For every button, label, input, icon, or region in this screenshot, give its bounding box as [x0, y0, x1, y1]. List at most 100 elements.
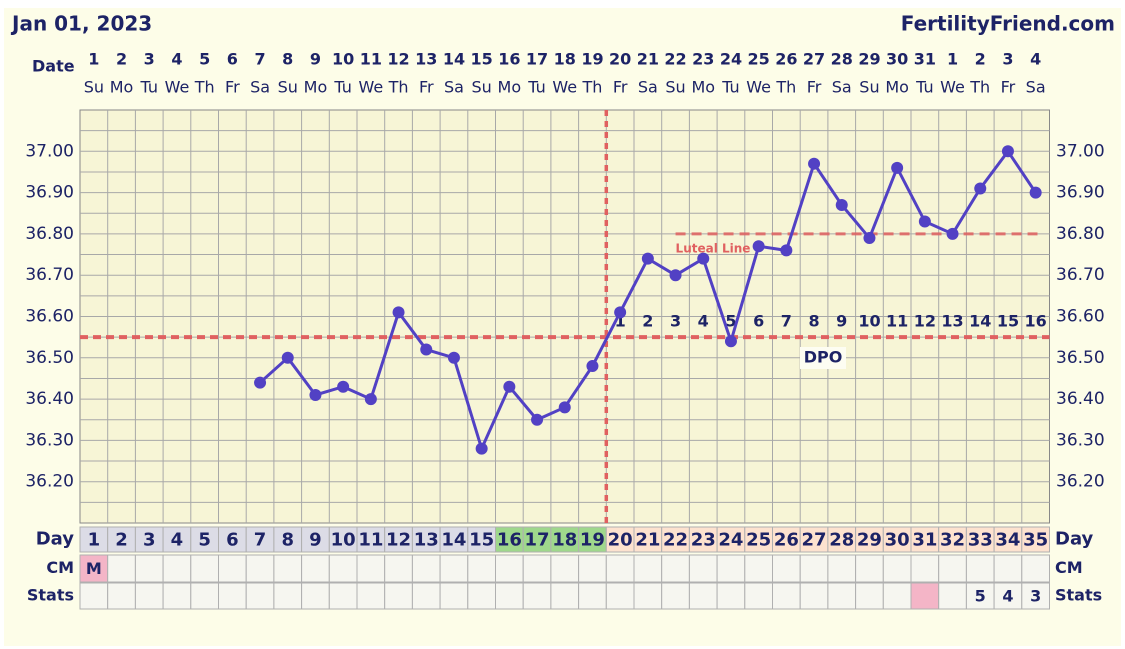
- row-label-right: CM: [1055, 558, 1083, 577]
- weekday-label: Fr: [419, 78, 434, 97]
- dpo-box: [800, 347, 846, 369]
- weekday-label: Su: [472, 78, 492, 97]
- day-cell: [439, 526, 469, 553]
- weekday-label: Tu: [527, 78, 545, 97]
- weekday-label: Su: [84, 78, 104, 97]
- day-value: 1: [88, 530, 101, 551]
- day-cell: [107, 526, 136, 553]
- temperature-point: [586, 360, 599, 373]
- weekday-label: Th: [388, 78, 409, 97]
- temperature-point: [863, 232, 876, 245]
- dpo-label: 16: [1025, 312, 1047, 331]
- temperature-point: [752, 240, 765, 253]
- date-label: 20: [609, 50, 631, 69]
- stats-cell: [772, 582, 801, 610]
- y-tick-label: 36.90: [25, 183, 74, 203]
- cm-cell: [162, 554, 192, 583]
- date-label: 8: [282, 50, 293, 69]
- dpo-label: 13: [941, 312, 963, 331]
- day-value: 26: [774, 530, 799, 551]
- day-cell: [467, 526, 496, 553]
- day-value: 25: [746, 530, 771, 551]
- weekday-label: Sa: [250, 78, 270, 97]
- cm-cell: [716, 554, 746, 583]
- day-cell: [384, 526, 413, 553]
- temperature-point: [475, 442, 488, 455]
- weekday-label: Th: [775, 78, 796, 97]
- y-tick-label-right: 36.40: [1056, 389, 1105, 409]
- y-tick-label: 36.30: [25, 430, 74, 450]
- date-label: 21: [637, 50, 659, 69]
- stats-cell: [716, 582, 746, 610]
- cm-cell: [467, 554, 496, 583]
- day-value: 21: [635, 530, 660, 551]
- date-label: 26: [775, 50, 797, 69]
- stats-cell: [522, 582, 552, 610]
- y-tick-label: 36.70: [25, 265, 74, 285]
- stats-cell: [855, 582, 884, 610]
- date-label: 15: [471, 50, 493, 69]
- day-cell: [910, 526, 940, 553]
- day-value: 9: [309, 530, 322, 551]
- temperature-point: [558, 401, 571, 414]
- date-label: 5: [199, 50, 210, 69]
- cm-cell: [744, 554, 773, 583]
- y-tick-label-right: 36.30: [1056, 430, 1105, 450]
- stats-cell: [661, 582, 690, 610]
- temperature-point: [1001, 145, 1014, 158]
- y-tick-label-right: 36.50: [1056, 348, 1105, 368]
- stats-cell: [328, 582, 358, 610]
- date-label: 1: [88, 50, 99, 69]
- weekday-label: Sa: [444, 78, 464, 97]
- row-label: CM: [46, 558, 74, 577]
- weekday-label: Fr: [1001, 78, 1016, 97]
- day-cell: [218, 526, 247, 553]
- y-tick-label-right: 36.80: [1056, 224, 1105, 244]
- temperature-point: [669, 269, 682, 282]
- stats-cell: [1021, 582, 1050, 610]
- weekday-label: Tu: [140, 78, 158, 97]
- weekday-label: We: [552, 78, 577, 97]
- day-value: 11: [358, 530, 383, 551]
- stats-cell: [273, 582, 303, 610]
- day-cell: [273, 526, 303, 553]
- weekday-label: We: [165, 78, 190, 97]
- weekday-label: Mo: [110, 78, 134, 97]
- day-value: 6: [226, 530, 239, 551]
- cm-cell: [439, 554, 469, 583]
- dpo-label: 6: [753, 312, 764, 331]
- temperature-point: [641, 252, 654, 265]
- date-label: 3: [144, 50, 155, 69]
- cm-cell: [772, 554, 801, 583]
- temperature-point: [697, 252, 710, 265]
- dpo-label: 1: [615, 312, 626, 331]
- day-cell: [965, 526, 995, 553]
- date-label: 29: [858, 50, 880, 69]
- stats-cell: [938, 582, 967, 610]
- weekday-label: Su: [859, 78, 879, 97]
- day-cell: [633, 526, 663, 553]
- day-value: 2: [115, 530, 128, 551]
- row-label-right: Day: [1055, 529, 1094, 550]
- date-label: 10: [332, 50, 354, 69]
- day-cell: [495, 526, 524, 553]
- cm-cell: [218, 554, 247, 583]
- date-label: 4: [1030, 50, 1041, 69]
- date-label: 28: [831, 50, 853, 69]
- stats-value: 4: [1002, 587, 1013, 606]
- temperature-point: [337, 380, 350, 393]
- stats-cell: [107, 582, 136, 610]
- day-value: 27: [802, 530, 827, 551]
- day-value: 14: [441, 530, 466, 551]
- stats-cell: [578, 582, 607, 610]
- day-value: 4: [171, 530, 184, 551]
- cm-cell: [328, 554, 358, 583]
- site-name: FertilityFriend.com: [901, 12, 1115, 36]
- cm-cell: [910, 554, 940, 583]
- temperature-point: [309, 388, 322, 401]
- temperature-point: [891, 161, 904, 174]
- stats-value: 5: [975, 587, 986, 606]
- day-cell: [661, 526, 690, 553]
- cm-cell: [827, 554, 857, 583]
- dpo-label: 11: [886, 312, 908, 331]
